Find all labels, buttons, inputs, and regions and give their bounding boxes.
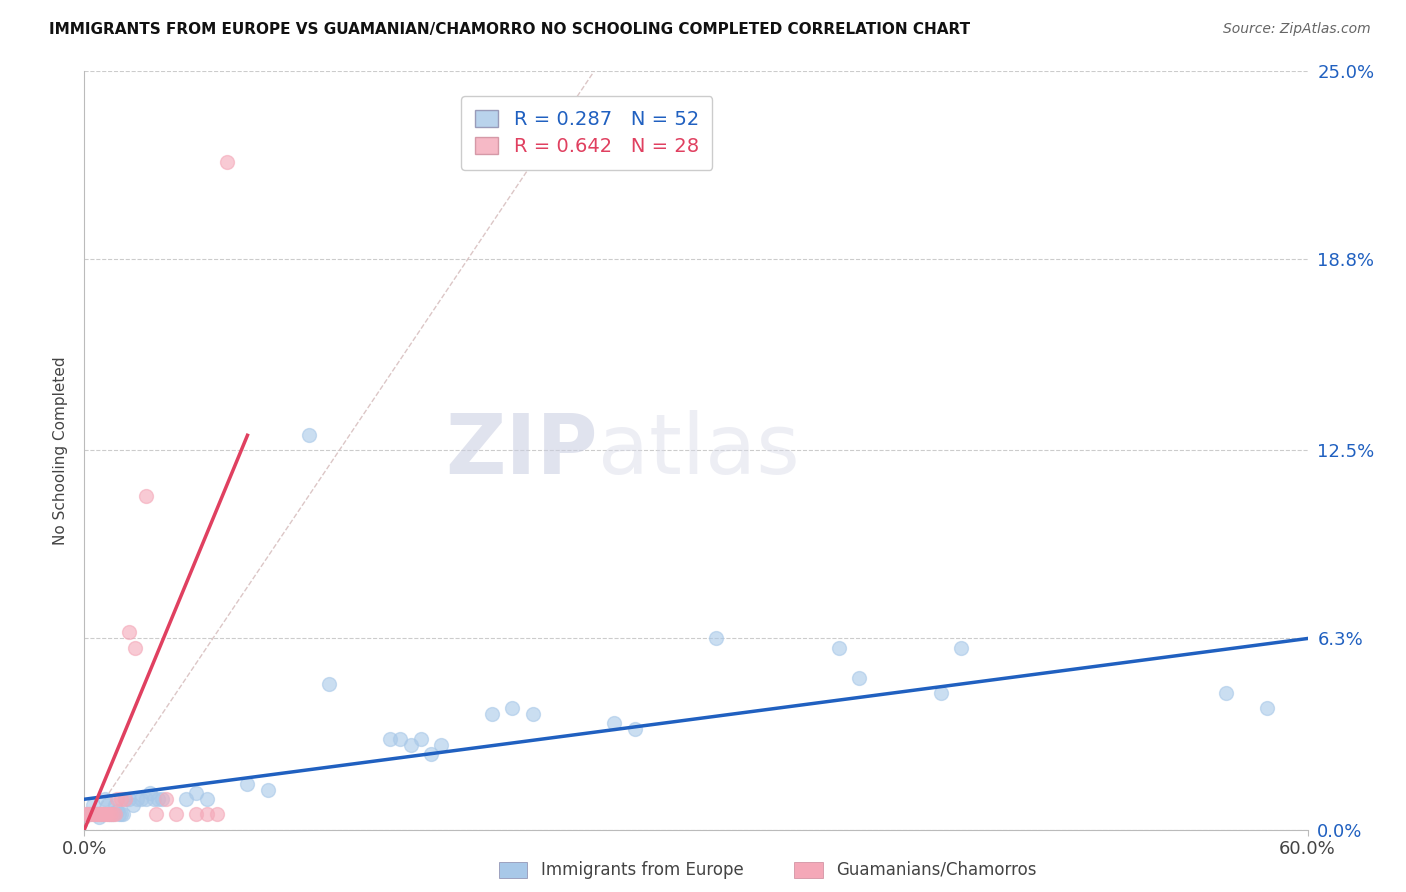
Point (145, 807, 167, 822)
Point (97, 807, 120, 822)
Point (82, 798, 104, 813)
Point (104, 798, 127, 813)
Point (97, 807, 120, 822)
Point (127, 792, 149, 806)
Point (186, 807, 208, 822)
Point (118, 792, 141, 806)
Point (318, 677, 340, 691)
Point (96, 807, 118, 822)
Text: Guamanians/Chamorros: Guamanians/Chamorros (837, 861, 1038, 879)
Point (91, 807, 114, 822)
Point (90, 807, 112, 822)
Point (87, 807, 110, 822)
Point (150, 792, 173, 806)
Point (430, 738, 453, 752)
Point (848, 671, 870, 685)
Legend: R = 0.287   N = 52, R = 0.642   N = 28: R = 0.287 N = 52, R = 0.642 N = 28 (461, 96, 713, 170)
Point (165, 807, 187, 822)
Point (90, 807, 112, 822)
Point (83, 807, 105, 822)
Point (122, 798, 145, 813)
Point (131, 792, 153, 806)
Point (118, 625, 141, 640)
Point (135, 489, 157, 503)
Point (135, 792, 157, 806)
Point (205, 807, 228, 822)
Point (186, 786, 208, 800)
Point (706, 632, 728, 646)
Point (522, 707, 544, 722)
Point (79, 807, 101, 822)
Point (87, 810, 110, 824)
Point (114, 792, 136, 806)
Point (624, 723, 647, 737)
Text: atlas: atlas (598, 410, 800, 491)
Text: Immigrants from Europe: Immigrants from Europe (541, 861, 744, 879)
Point (86, 807, 108, 822)
Point (110, 807, 132, 822)
Point (142, 792, 165, 806)
Point (481, 707, 503, 722)
Point (105, 792, 128, 806)
Point (929, 686, 952, 700)
Point (380, 731, 402, 746)
Point (79, 807, 101, 822)
Point (112, 807, 135, 822)
Point (1215, 686, 1237, 700)
Point (195, 792, 218, 806)
Text: Source: ZipAtlas.com: Source: ZipAtlas.com (1223, 22, 1371, 37)
Point (93, 792, 115, 806)
Point (93, 807, 115, 822)
Text: IMMIGRANTS FROM EUROPE VS GUAMANIAN/CHAMORRO NO SCHOOLING COMPLETED CORRELATION : IMMIGRANTS FROM EUROPE VS GUAMANIAN/CHAM… (49, 22, 970, 37)
Point (389, 731, 412, 746)
Point (114, 792, 136, 806)
Point (1256, 701, 1278, 715)
Point (828, 640, 851, 655)
Point (101, 807, 124, 822)
Point (409, 731, 432, 746)
Point (174, 792, 197, 806)
Point (298, 428, 321, 442)
Point (110, 792, 132, 806)
Point (101, 807, 124, 822)
Point (146, 792, 169, 806)
Point (950, 640, 973, 655)
Point (96, 798, 118, 813)
Y-axis label: No Schooling Completed: No Schooling Completed (53, 356, 69, 545)
Point (502, 701, 524, 715)
Point (108, 807, 131, 822)
Point (195, 807, 218, 822)
Point (100, 807, 122, 822)
Point (155, 792, 177, 806)
Point (138, 786, 160, 800)
Point (100, 807, 122, 822)
Point (83, 807, 105, 822)
Point (420, 747, 443, 761)
Point (75, 807, 97, 822)
Text: ZIP: ZIP (446, 410, 598, 491)
Point (257, 783, 280, 797)
Point (104, 807, 127, 822)
Point (105, 805, 128, 819)
Point (86, 807, 108, 822)
Point (77, 807, 100, 822)
Point (75, 807, 97, 822)
Point (91, 807, 114, 822)
Point (603, 716, 626, 731)
Point (124, 640, 146, 655)
Point (399, 738, 422, 752)
Point (236, 777, 259, 791)
Point (217, 155, 239, 169)
Point (82, 807, 104, 822)
